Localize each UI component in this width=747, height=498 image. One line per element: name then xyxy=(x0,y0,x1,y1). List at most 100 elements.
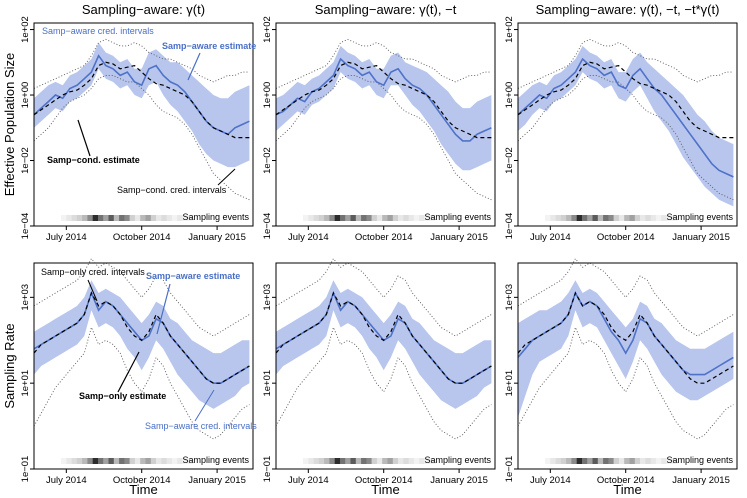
sampling-event-cell xyxy=(382,215,388,221)
sampling-event-cell xyxy=(182,215,189,221)
sampling-event-cell xyxy=(661,458,667,464)
sampling-event-cell xyxy=(324,458,330,464)
sampling-event-cell xyxy=(329,458,336,464)
sampling-event-cell xyxy=(371,458,378,464)
sampling-events-label: Sampling events xyxy=(424,455,491,465)
sampling-event-cell xyxy=(350,215,357,221)
sampling-event-cell xyxy=(66,215,72,221)
x-tick-label: October 2014 xyxy=(113,475,171,486)
sampling-event-cell xyxy=(634,215,641,221)
sampling-event-cell xyxy=(603,458,609,464)
sampling-event-cell xyxy=(308,215,314,221)
sampling-event-cell xyxy=(424,458,431,464)
only-ci-lower-line xyxy=(517,326,734,440)
sampling-event-cell xyxy=(555,458,562,464)
x-tick-label: July 2014 xyxy=(530,232,571,243)
y-tick-label: 1e+03 xyxy=(20,284,31,311)
sampling-events-label: Sampling events xyxy=(666,212,733,222)
panel-1-2 xyxy=(272,22,496,230)
sampling-event-cell xyxy=(166,458,173,464)
sampling-event-cell xyxy=(161,215,167,221)
sampling-event-cell xyxy=(334,458,341,464)
sampling-event-cell xyxy=(61,458,67,464)
x-tick-label: January 2015 xyxy=(672,475,730,486)
panel-frame xyxy=(517,262,738,470)
sampling-event-cell xyxy=(587,215,593,221)
sampling-event-cell xyxy=(134,215,141,221)
x-tick-label: January 2015 xyxy=(430,232,488,243)
sampling-event-cell xyxy=(624,458,630,464)
sampling-event-cell xyxy=(592,458,599,464)
y-tick-label: 1e+00 xyxy=(504,82,515,109)
sampling-event-cell xyxy=(366,458,373,464)
sampling-event-cell xyxy=(318,458,325,464)
sampling-event-cell xyxy=(571,215,578,221)
x-tick-label: January 2015 xyxy=(430,475,488,486)
y-tick-label: 1e+01 xyxy=(504,370,515,397)
sampling-event-cell xyxy=(566,458,572,464)
sampling-event-cell xyxy=(150,215,157,221)
sampling-events-label: Sampling events xyxy=(182,455,249,465)
sampling-event-cell xyxy=(87,215,94,221)
sampling-event-cell xyxy=(350,458,357,464)
sampling-event-cell xyxy=(392,215,399,221)
sampling-event-cell xyxy=(140,215,146,221)
sampling-event-cell xyxy=(608,215,615,221)
sampling-event-cell xyxy=(387,458,394,464)
sampling-event-cell xyxy=(545,458,551,464)
sampling-event-cell xyxy=(324,215,330,221)
sampling-event-cell xyxy=(182,458,189,464)
sampling-event-cell xyxy=(129,458,136,464)
panel-frame xyxy=(275,262,496,470)
y-tick-label: 1e+02 xyxy=(20,16,31,43)
panel-1-3 xyxy=(514,22,738,230)
sampling-event-cell xyxy=(413,458,420,464)
sampling-event-cell xyxy=(103,215,109,221)
x-tick-label: July 2014 xyxy=(46,475,87,486)
sampling-event-cell xyxy=(119,215,125,221)
y-tick-label: 1e−04 xyxy=(20,213,31,240)
x-tick-label: January 2015 xyxy=(188,232,246,243)
cond-estimate-line xyxy=(517,61,734,139)
sampling-event-cell xyxy=(361,215,367,221)
aware-cred-band xyxy=(34,280,250,409)
sampling-event-cell xyxy=(555,215,562,221)
annotation-cond-estimate: Samp−cond. estimate xyxy=(47,155,140,165)
sampling-event-cell xyxy=(645,215,651,221)
sampling-event-cell xyxy=(318,215,325,221)
sampling-event-cell xyxy=(587,458,593,464)
annotation-arrow xyxy=(117,351,140,393)
y-tick-label: 1e−02 xyxy=(20,147,31,174)
panel-2-1 xyxy=(30,257,254,473)
sampling-event-cell xyxy=(119,458,125,464)
annotation-arrow xyxy=(77,119,91,157)
sampling-event-cell xyxy=(582,215,588,221)
sampling-event-cell xyxy=(87,458,94,464)
y-tick-label: 1e−01 xyxy=(504,456,515,483)
only-estimate-line xyxy=(33,291,250,384)
annotation-arrow xyxy=(187,52,201,81)
y-tick-label: 1e−01 xyxy=(262,456,273,483)
x-axis-label: Time xyxy=(371,482,399,497)
only-estimate-line xyxy=(517,291,734,384)
sampling-event-cell xyxy=(313,215,320,221)
sampling-event-cell xyxy=(361,458,367,464)
sampling-event-cell xyxy=(566,215,572,221)
y-tick-label: 1e−02 xyxy=(504,147,515,174)
sampling-event-cell xyxy=(308,458,314,464)
only-estimate-line xyxy=(275,291,492,384)
sampling-event-cell xyxy=(124,215,131,221)
sampling-event-cell xyxy=(187,215,194,221)
sampling-event-cell xyxy=(655,215,662,221)
sampling-event-cell xyxy=(671,215,678,221)
y-tick-label: 1e+00 xyxy=(20,82,31,109)
y-axis-label-sr: Sampling Rate xyxy=(2,323,17,408)
panel-1-1 xyxy=(30,22,254,230)
panel-2-2 xyxy=(272,257,496,473)
y-tick-label: 1e−01 xyxy=(20,456,31,483)
sampling-event-cell xyxy=(134,458,141,464)
x-tick-label: October 2014 xyxy=(113,232,171,243)
panel-frame xyxy=(33,22,254,227)
panel-frame xyxy=(275,22,496,227)
sampling-event-cell xyxy=(82,458,88,464)
